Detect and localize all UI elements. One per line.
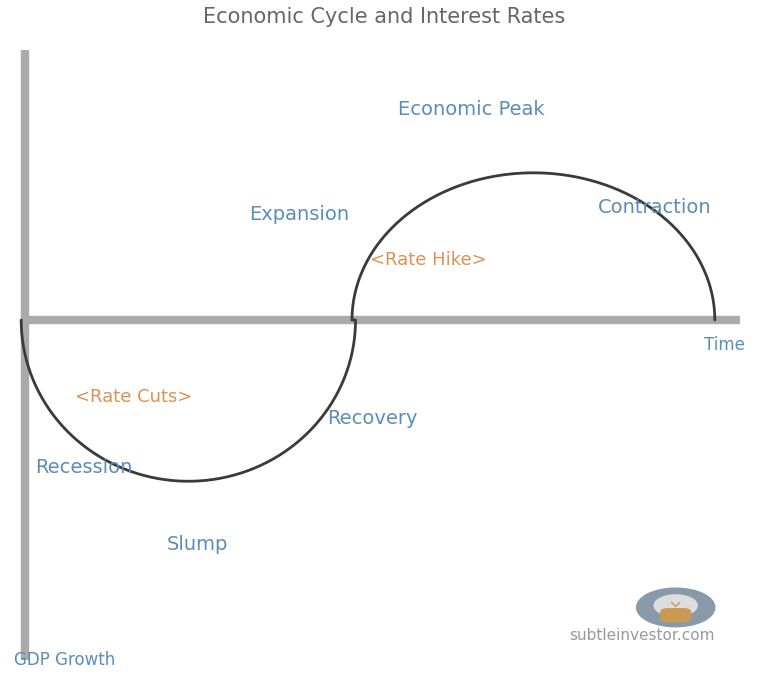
Text: Recession: Recession (35, 458, 133, 477)
Text: <Rate Hike>: <Rate Hike> (369, 252, 486, 270)
Text: Slump: Slump (167, 535, 228, 554)
Text: Time: Time (704, 336, 745, 354)
Circle shape (654, 595, 697, 616)
Text: subtleinvestor.com: subtleinvestor.com (569, 628, 714, 643)
Text: Expansion: Expansion (249, 205, 349, 224)
Text: Economic Peak: Economic Peak (399, 100, 545, 120)
Text: <Rate Cuts>: <Rate Cuts> (74, 388, 192, 406)
Text: Contraction: Contraction (598, 198, 711, 218)
Circle shape (637, 588, 715, 627)
Title: Economic Cycle and Interest Rates: Economic Cycle and Interest Rates (203, 7, 565, 27)
FancyBboxPatch shape (660, 609, 690, 621)
Text: Recovery: Recovery (327, 409, 418, 427)
Text: GDP Growth: GDP Growth (14, 651, 115, 669)
